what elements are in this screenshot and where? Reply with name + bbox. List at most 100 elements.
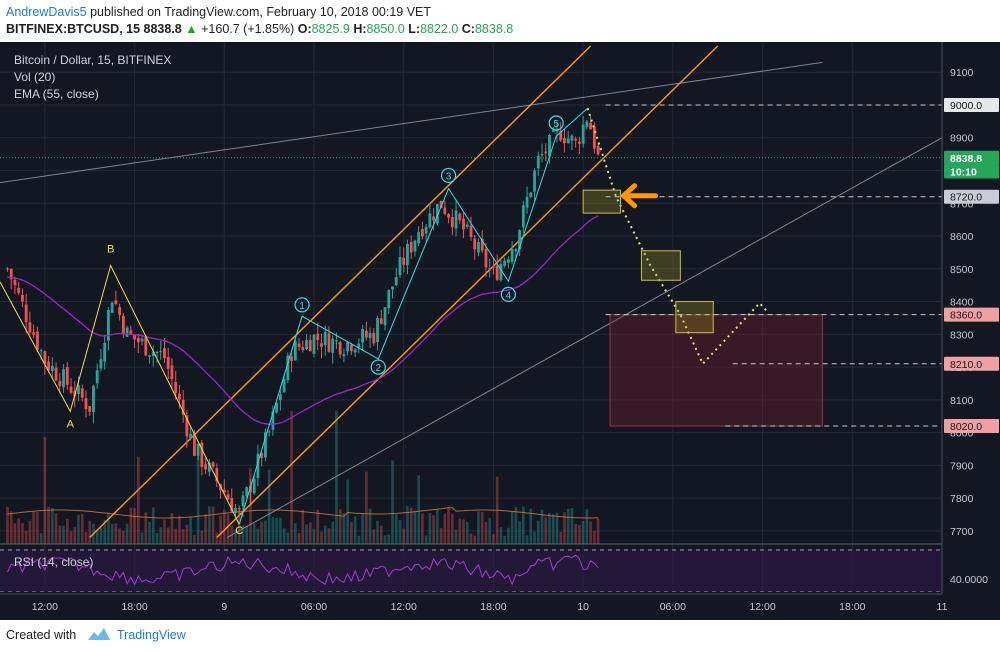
time-tick-label: 18:00	[839, 601, 865, 613]
candle-body	[443, 207, 447, 214]
volume-bar	[84, 531, 88, 544]
price-label-bg	[944, 97, 999, 112]
volume-bar	[163, 519, 166, 544]
candle-body	[9, 268, 13, 280]
volume-bar	[189, 517, 192, 544]
time-tick-label: 06:00	[660, 601, 686, 613]
price-label: 8838.8	[950, 153, 982, 165]
ema-line	[7, 215, 599, 425]
volume-bar	[73, 527, 77, 544]
price-tick-label: 8900	[950, 133, 974, 145]
candle-body	[544, 151, 548, 154]
candle-body	[353, 349, 357, 353]
volume-bar	[151, 507, 155, 544]
candle-body	[245, 487, 249, 496]
candle-body	[166, 356, 170, 369]
candle-body	[92, 385, 95, 413]
ohlc-line: BITFINEX:BTCUSD, 15 8838.8 ▲ +160.7 (+1.…	[6, 22, 513, 36]
chart-area[interactable]: 12345ABC91009000890088008700860085008400…	[0, 42, 1000, 620]
candle-body	[301, 347, 305, 351]
author-link[interactable]: AndrewDavis5	[6, 5, 87, 19]
volume-bar	[581, 520, 585, 544]
volume-bar	[103, 519, 106, 544]
candle-body	[331, 338, 335, 353]
candle-body	[129, 330, 133, 334]
volume-bar	[252, 523, 256, 544]
volume-bar	[387, 534, 391, 544]
abc-label: A	[67, 419, 75, 431]
price-label-bg	[944, 356, 999, 371]
h-value: 8850.0	[366, 22, 405, 36]
volume-bar	[391, 460, 394, 544]
volume-bar	[492, 534, 495, 544]
publish-info: AndrewDavis5 published on TradingView.co…	[6, 5, 431, 19]
volume-bar	[178, 515, 181, 544]
support-trendline	[227, 137, 942, 538]
candle-body	[424, 226, 428, 234]
projection-box	[675, 301, 714, 334]
price-tick-label: 8500	[950, 264, 974, 276]
price-tick-label: 7800	[950, 493, 974, 505]
volume-bar	[140, 532, 144, 544]
candle-body	[450, 217, 454, 228]
candle-body	[391, 286, 394, 290]
candle-body	[323, 332, 327, 346]
time-tick-label: 12:00	[391, 601, 417, 613]
volume-bar	[454, 529, 458, 544]
candle-body	[121, 315, 125, 335]
volume-bar	[510, 511, 514, 544]
volume-bar	[193, 535, 196, 544]
legend-volume: Vol (20)	[14, 70, 56, 84]
volume-bar	[570, 507, 574, 544]
candle-body	[114, 300, 118, 304]
volume-bar	[473, 535, 477, 544]
tradingview-brand[interactable]: TradingView	[117, 628, 186, 642]
volume-bar	[338, 509, 342, 544]
candle-body	[99, 359, 103, 369]
volume-bar	[469, 533, 473, 544]
volume-bar	[77, 514, 80, 544]
candle-body	[357, 343, 361, 348]
volume-bar	[551, 514, 555, 544]
candle-body	[585, 121, 589, 128]
volume-bar	[361, 512, 364, 544]
candle-body	[155, 352, 159, 354]
candle-body	[592, 126, 596, 149]
volume-bar	[566, 508, 570, 544]
candle-body	[241, 495, 245, 507]
volume-bar	[107, 512, 110, 544]
volume-bar	[80, 513, 84, 544]
volume-bar	[148, 521, 151, 544]
volume-bar	[166, 527, 170, 544]
volume-bar	[155, 533, 159, 544]
candle-body	[271, 411, 275, 430]
candle-body	[308, 340, 312, 352]
price-tick-label: 7900	[950, 460, 974, 472]
candle-body	[495, 265, 499, 280]
volume-bar	[484, 522, 488, 544]
volume-bar	[282, 528, 286, 544]
candle-body	[462, 218, 465, 230]
volume-bar	[237, 509, 241, 544]
volume-bar	[331, 521, 334, 544]
candle-body	[136, 337, 140, 343]
candle-body	[458, 213, 462, 221]
volume-bar	[312, 529, 316, 544]
candle-body	[574, 138, 578, 141]
time-tick-label: 12:00	[749, 601, 775, 613]
chart-canvas[interactable]: 12345ABC91009000890088008700860085008400…	[0, 42, 1000, 620]
published-text: published on TradingView.com, February 1…	[90, 5, 432, 19]
candle-body	[447, 214, 450, 218]
wave-label: 5	[553, 119, 559, 130]
volume-bar	[578, 525, 581, 544]
volume-bar	[357, 535, 361, 544]
wave-label-circle	[370, 359, 386, 375]
volume-bar	[290, 410, 293, 544]
candle-body	[417, 232, 421, 244]
channel-upper-line	[89, 45, 592, 538]
candle-body	[484, 249, 488, 268]
orange-arrow	[621, 183, 659, 209]
volume-bar	[222, 509, 226, 544]
volume-bar	[443, 513, 447, 544]
volume-bar	[447, 507, 450, 544]
